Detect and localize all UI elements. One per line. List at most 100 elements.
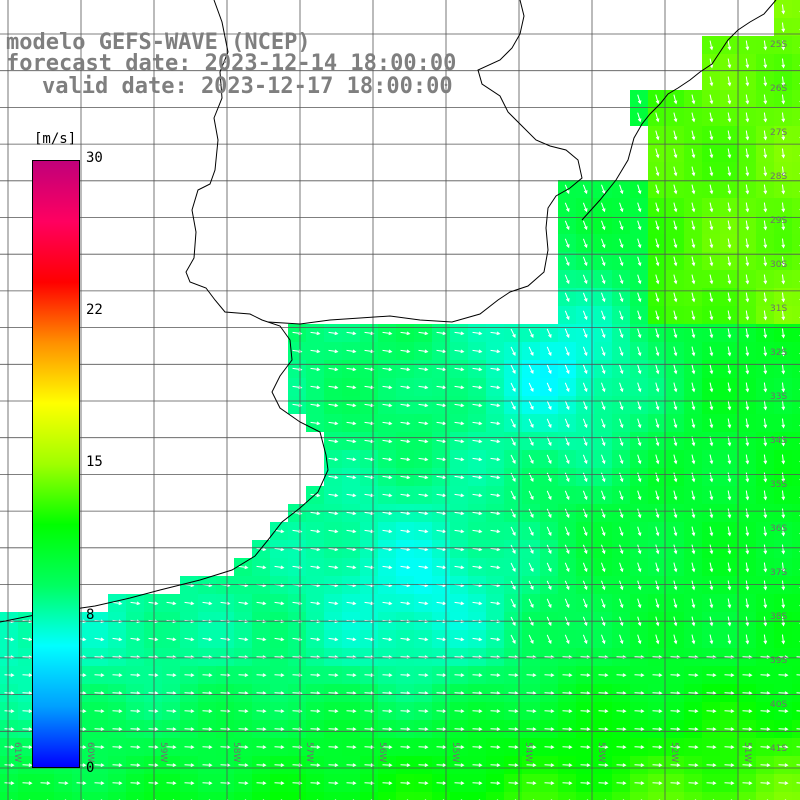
latitude-label: 33S — [770, 392, 788, 402]
wind-vector-arrow — [472, 565, 483, 570]
wind-vector-arrow — [328, 673, 339, 677]
wind-vector-arrow — [166, 781, 177, 785]
wind-vector-arrow — [616, 691, 627, 695]
wind-vector-arrow — [130, 781, 141, 785]
wind-vector-arrow — [562, 709, 573, 713]
wind-vector-arrow — [637, 526, 642, 537]
wind-vector-arrow — [564, 184, 570, 195]
wind-speed-cell — [774, 792, 792, 800]
wind-vector-arrow — [760, 763, 771, 767]
wind-vector-arrow — [709, 220, 714, 231]
wind-speed-cell — [792, 180, 800, 198]
wind-speed-cell — [0, 792, 18, 800]
wind-speed-cell — [792, 144, 800, 162]
wind-vector-arrow — [4, 763, 15, 767]
wind-vector-arrow — [781, 220, 786, 231]
wind-vector-arrow — [709, 148, 714, 159]
wind-vector-arrow — [673, 508, 678, 519]
wind-vector-arrow — [673, 364, 678, 375]
wind-vector-arrow — [709, 112, 714, 123]
wind-vector-arrow — [454, 529, 465, 534]
wind-vector-arrow — [634, 691, 645, 695]
wind-vector-arrow — [400, 781, 411, 785]
wind-vector-arrow — [418, 691, 429, 695]
wind-vector-arrow — [781, 94, 786, 105]
wind-vector-arrow — [510, 634, 516, 644]
wind-vector-arrow — [436, 763, 447, 767]
wind-vector-arrow — [727, 526, 732, 537]
wind-vector-arrow — [688, 691, 699, 695]
wind-vector-arrow — [544, 727, 555, 731]
wind-vector-arrow — [655, 544, 660, 555]
wind-vector-arrow — [673, 166, 678, 177]
wind-vector-arrow — [364, 727, 375, 731]
wind-vector-arrow — [673, 418, 678, 429]
wind-vector-arrow — [400, 493, 411, 498]
wind-vector-arrow — [673, 562, 678, 573]
wind-vector-arrow — [706, 673, 717, 677]
wind-vector-arrow — [582, 220, 588, 231]
wind-vector-arrow — [400, 745, 411, 749]
wind-vector-arrow — [727, 400, 732, 411]
wind-vector-arrow — [601, 274, 606, 285]
wind-vector-arrow — [526, 673, 537, 677]
wind-vector-arrow — [619, 490, 624, 501]
wind-vector-arrow — [727, 598, 732, 609]
latitude-label: 25S — [770, 40, 788, 50]
wind-vector-arrow — [598, 781, 609, 785]
wind-vector-arrow — [745, 256, 750, 267]
wind-vector-arrow — [564, 454, 570, 465]
wind-vector-arrow — [256, 673, 267, 677]
wind-vector-arrow — [670, 691, 681, 695]
wind-vector-arrow — [436, 745, 447, 749]
wind-vector-arrow — [400, 637, 411, 642]
wind-vector-arrow — [454, 385, 465, 390]
wind-vector-arrow — [564, 274, 570, 285]
longitude-label: 56W — [377, 742, 387, 763]
wind-speed-cell — [792, 738, 800, 756]
wind-vector-arrow — [418, 781, 429, 785]
wind-vector-arrow — [22, 637, 33, 642]
wind-vector-arrow — [709, 184, 714, 195]
wind-vector-arrow — [328, 691, 339, 695]
wind-vector-arrow — [202, 637, 213, 642]
wind-speed-cell — [90, 792, 108, 800]
wind-vector-arrow — [742, 763, 753, 767]
wind-vector-arrow — [670, 745, 681, 749]
wind-vector-arrow — [400, 763, 411, 767]
wind-vector-arrow — [382, 421, 393, 426]
wind-vector-arrow — [510, 580, 516, 590]
wind-vector-arrow — [526, 709, 537, 713]
wind-vector-arrow — [112, 637, 123, 642]
wind-vector-arrow — [601, 238, 606, 249]
wind-vector-arrow — [634, 673, 645, 677]
wind-vector-arrow — [691, 544, 696, 555]
wind-vector-arrow — [727, 544, 732, 555]
wind-vector-arrow — [310, 727, 321, 731]
wind-vector-arrow — [202, 691, 213, 695]
wind-speed-cell — [792, 504, 800, 522]
wind-vector-arrow — [619, 634, 624, 645]
wind-vector-arrow — [166, 691, 177, 695]
wind-vector-arrow — [619, 202, 624, 213]
wind-vector-arrow — [619, 346, 624, 357]
wind-vector-arrow — [619, 454, 624, 465]
wind-vector-arrow — [346, 601, 357, 606]
wind-vector-arrow — [310, 709, 321, 713]
wind-vector-arrow — [328, 709, 339, 713]
wind-vector-arrow — [454, 709, 465, 713]
wind-vector-arrow — [238, 781, 249, 785]
wind-vector-arrow — [256, 763, 267, 767]
wind-vector-arrow — [763, 220, 768, 231]
wind-vector-arrow — [364, 565, 375, 570]
wind-vector-arrow — [310, 781, 321, 785]
wind-vector-arrow — [763, 274, 768, 285]
wind-vector-arrow — [598, 673, 609, 677]
wind-vector-arrow — [472, 709, 483, 713]
wind-speed-cell — [792, 684, 800, 702]
wind-vector-arrow — [655, 580, 660, 591]
wind-vector-arrow — [564, 328, 570, 339]
wind-vector-arrow — [598, 709, 609, 713]
wind-vector-arrow — [598, 763, 609, 767]
wind-vector-arrow — [564, 346, 570, 357]
